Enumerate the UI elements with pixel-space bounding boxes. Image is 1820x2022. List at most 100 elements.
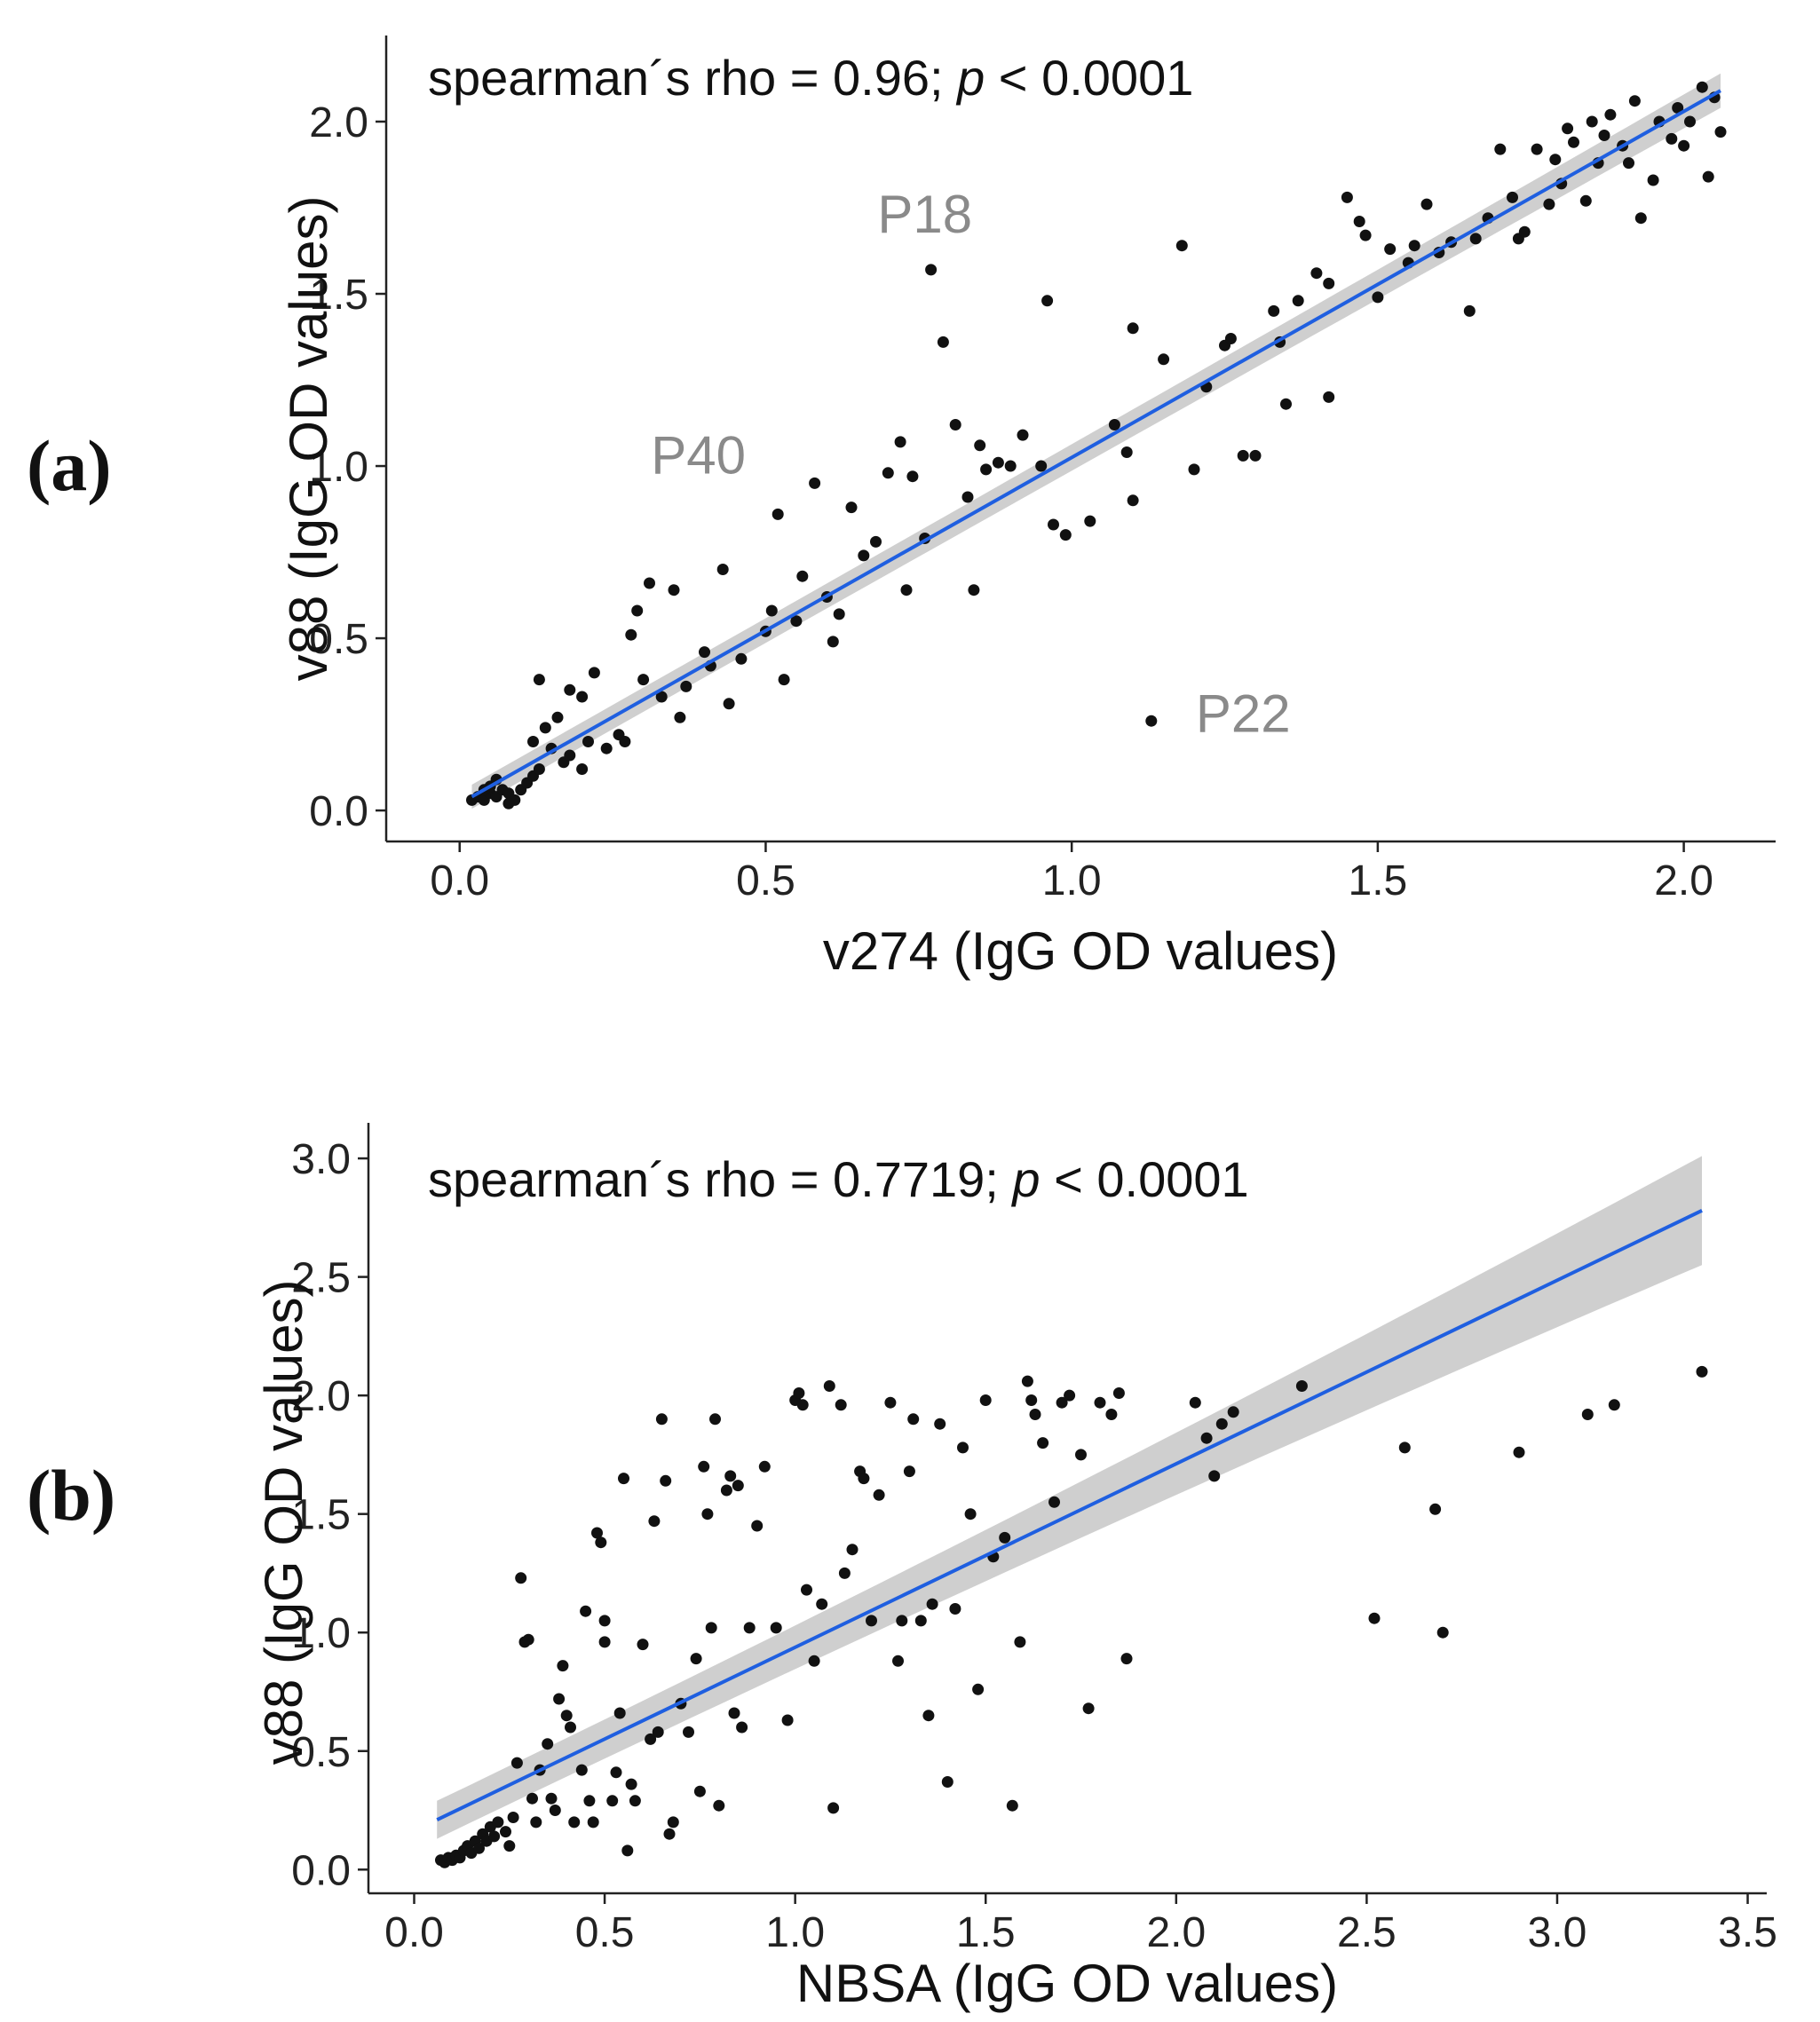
panel-a-point-85	[1224, 333, 1237, 344]
panel-a-point-130	[1672, 102, 1684, 114]
panel-b-y-tick-label-5: 2.5	[291, 1255, 351, 1302]
panel-b-point-111	[1025, 1394, 1038, 1406]
panel-a-point-127	[1647, 174, 1659, 186]
panel-a-point-68	[980, 463, 993, 476]
panel-a-point-31	[625, 628, 637, 641]
panel-b-x-tick-label-6: 3.0	[1528, 1909, 1587, 1956]
panel-b-point-19	[510, 1757, 523, 1769]
panel-a-point-77	[1120, 446, 1133, 458]
panel-a-point-95	[1341, 191, 1353, 203]
panel-a-point-108	[1494, 143, 1507, 155]
panel-b-point-101	[949, 1603, 961, 1615]
panel-a-point-39	[699, 646, 710, 659]
panel-a-point-69	[992, 456, 1004, 469]
panel-b: (b) 0.0 0.5 1.0 1.5 2.0 2.5 3.0 3.5 0.0 0.5 1.0 1.…	[27, 1123, 1777, 2013]
panel-b-point-95	[907, 1413, 920, 1426]
panel-b-point-46	[621, 1844, 634, 1857]
panel-a-point-99	[1384, 243, 1397, 256]
panel-b-point-16	[500, 1826, 511, 1838]
panel-b-ci-band	[437, 1156, 1703, 1839]
panel-b-point-14	[488, 1830, 501, 1843]
panel-a-point-62	[925, 264, 938, 276]
panel-a-point-91	[1292, 295, 1304, 307]
panel-b-point-24	[530, 1816, 542, 1828]
panel-a-point-30	[619, 736, 631, 747]
panel-b-point-81	[816, 1598, 828, 1610]
panel-a-point-17	[539, 722, 551, 734]
panel-b-stat-prefix: spearman´s rho = 0.7719;	[428, 1151, 1012, 1207]
panel-a-x-tick-label-0: 0.0	[430, 857, 489, 904]
panel-b-fit-line	[436, 1209, 1703, 1822]
panel-b-point-80	[808, 1655, 820, 1667]
panel-b-point-86	[846, 1544, 859, 1556]
panel-a-point-32	[631, 604, 644, 617]
panel-b-point-118	[1082, 1702, 1095, 1715]
panel-a-point-25	[576, 691, 589, 703]
panel-b-point-34	[575, 1764, 588, 1776]
panel-b-y-ticks: 0.0 0.5 1.0 1.5 2.0 2.5 3.0	[291, 1136, 368, 1894]
panel-b-point-71	[743, 1622, 756, 1634]
panel-a-x-tick-label-2: 1.0	[1042, 857, 1102, 904]
panel-b-x-tick-label-5: 2.5	[1337, 1909, 1397, 1956]
panel-b-point-112	[1029, 1409, 1041, 1420]
panel-a-point-72	[1041, 295, 1054, 307]
panel-b-point-96	[914, 1615, 927, 1627]
panel-b-point-128	[1295, 1380, 1308, 1392]
panel-a-point-116	[1562, 122, 1574, 135]
panel-a-point-53	[833, 608, 845, 620]
panel-b-point-113	[1037, 1437, 1049, 1449]
panel-a-point-113	[1543, 198, 1555, 210]
panel-b-point-105	[979, 1394, 992, 1406]
panel-b-y-tick-label-3: 1.5	[291, 1492, 351, 1539]
panel-a-point-66	[968, 584, 980, 596]
panel-a-point-labels: P18 P40 P22	[651, 185, 1290, 744]
panel-b-point-135	[1608, 1399, 1620, 1411]
panel-a-point-63	[937, 336, 949, 348]
panel-a-stat-p: p	[955, 50, 985, 106]
panel-a-label-p18: P18	[877, 185, 972, 244]
panel-a-point-23	[551, 711, 564, 723]
panel-b-y-tick-label-2: 1.0	[291, 1610, 351, 1657]
panel-a-point-86	[1237, 449, 1249, 462]
panel-b-point-122	[1120, 1653, 1133, 1665]
panel-a-point-67	[974, 439, 986, 452]
panel-a-point-34	[644, 577, 655, 589]
panel-a-point-59	[900, 584, 913, 596]
panel-b-point-72	[751, 1520, 764, 1532]
panel-b-point-117	[1075, 1449, 1087, 1461]
panel-a-point-94	[1323, 391, 1335, 403]
panel-a: (a) 0.0 0.5 1.0 1.5 2.0 0.00.51.01.52.0 P18P…	[27, 36, 1776, 981]
panel-b-x-tick-label-0: 0.0	[384, 1909, 444, 1956]
panel-b-point-74	[770, 1622, 782, 1634]
panel-a-point-75	[1084, 515, 1096, 527]
panel-b-point-130	[1398, 1441, 1411, 1454]
panel-b-point-92	[892, 1655, 904, 1667]
panel-b-y-tick-label-0: 0.0	[291, 1847, 351, 1894]
panel-b-point-125	[1208, 1470, 1221, 1482]
panel-a-point-43	[735, 652, 748, 665]
panel-b-point-131	[1429, 1503, 1442, 1515]
panel-b-point-66	[720, 1484, 732, 1497]
panel-b-label: (b)	[27, 1455, 115, 1536]
panel-b-point-36	[583, 1795, 596, 1807]
panel-b-x-label: NBSA (IgG OD values)	[796, 1954, 1338, 2013]
panel-a-point-49	[796, 570, 809, 582]
panel-a-y-tick-label-0: 0.0	[309, 788, 368, 835]
panel-a-point-132	[1684, 115, 1696, 128]
panel-a-axes	[384, 36, 1776, 843]
panel-b-point-73	[758, 1460, 771, 1473]
panel-b-point-22	[522, 1633, 534, 1646]
panel-b-point-89	[866, 1615, 877, 1627]
panel-b-point-100	[941, 1776, 954, 1788]
panel-b-point-109	[1014, 1636, 1026, 1648]
panel-b-point-121	[1112, 1387, 1125, 1399]
panel-a-point-118	[1579, 194, 1592, 207]
panel-a-x-tick-label-3: 1.5	[1349, 857, 1408, 904]
panel-b-point-88	[858, 1473, 870, 1485]
panel-a-point-45	[765, 604, 778, 617]
panel-b-stat-annotation: spearman´s rho = 0.7719; p < 0.0001	[428, 1151, 1249, 1207]
panel-a-point-74	[1059, 529, 1072, 541]
panel-b-point-132	[1436, 1626, 1449, 1639]
panel-b-y-label: v88 (IgG OD values)	[254, 1280, 313, 1765]
panel-a-point-122	[1604, 108, 1617, 121]
